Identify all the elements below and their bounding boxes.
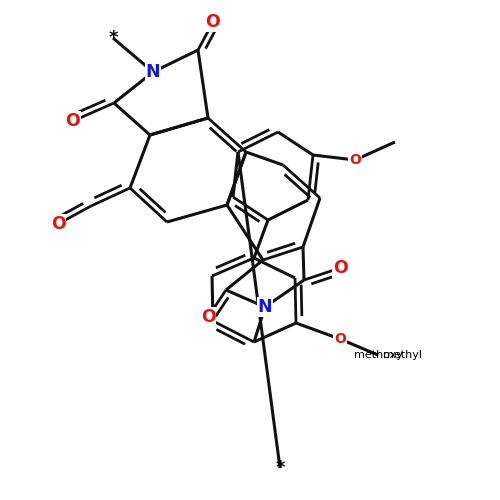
Text: N: N	[146, 63, 160, 81]
Text: O: O	[66, 112, 80, 130]
Text: O: O	[200, 308, 216, 326]
Text: N: N	[258, 298, 272, 316]
Text: O: O	[50, 215, 66, 233]
Text: methoxy: methoxy	[354, 350, 403, 360]
Text: O: O	[349, 153, 361, 167]
Text: O: O	[206, 13, 220, 31]
Text: *: *	[108, 29, 118, 47]
Text: O: O	[332, 259, 347, 277]
Text: *: *	[275, 459, 285, 477]
Text: methyl: methyl	[383, 350, 422, 360]
Text: O: O	[334, 332, 346, 346]
